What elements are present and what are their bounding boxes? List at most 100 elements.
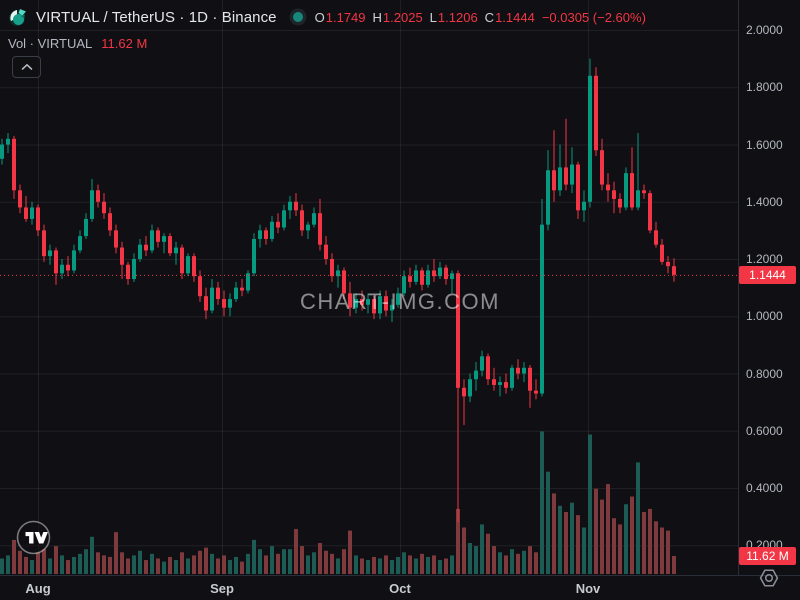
candle-body [312,213,316,225]
candle-body [654,230,658,245]
price-tick-label: 0.8000 [746,366,783,381]
candle-body [108,213,112,231]
candle-body [510,367,514,388]
volume-bar [18,550,22,574]
volume-bar [618,524,622,574]
high-value: 1.2025 [382,9,423,25]
candle-body [498,382,502,385]
candle-body [198,276,202,297]
volume-bar [402,552,406,574]
candle-body [330,259,334,277]
volume-bar [162,561,166,574]
candle-body [438,267,442,277]
candle-body [474,370,478,380]
volume-bar [462,527,466,574]
volume-bar [504,555,508,574]
candle-body [90,190,94,219]
volume-bar [396,556,400,574]
volume-bar [6,555,10,574]
candle-body [318,213,322,245]
volume-bar [42,549,46,574]
volume-bar [342,549,346,574]
candle-body [54,250,58,274]
candle-wick [463,379,465,426]
volume-bar [288,549,292,574]
volume-bar [570,502,574,574]
volume-bar [240,561,244,574]
volume-bar [390,560,394,574]
volume-bar [48,558,52,574]
candle-body [228,299,232,308]
volume-bar [210,553,214,574]
volume-bar [474,546,478,574]
candle-body [516,367,520,374]
legend-collapse-button[interactable] [12,56,41,78]
volume-bar [216,558,220,574]
volume-bar [150,553,154,574]
candle-body [636,190,640,208]
candle-body [24,207,28,219]
price-tick-label: 1.2000 [746,252,783,266]
candle-body [624,173,628,208]
watermark: CHART-IMG.COM [300,289,500,314]
candle-body [252,238,256,274]
candle-body [396,293,400,305]
volume-bar [540,431,544,574]
volume-bar [546,471,550,574]
volume-bar [330,553,334,574]
high-label: H [372,9,382,25]
settings-button[interactable] [756,565,782,596]
volume-bar [318,543,322,574]
volume-bar [114,532,118,574]
tradingview-logo-icon [16,520,51,555]
chart-legend-header: VIRTUAL / TetherUS · 1D · Binance O 1.174… [8,7,646,27]
price-axis[interactable]: 2.0000 1.8000 1.6000 1.4000 1.2000 1.0000 0.80… [738,0,800,575]
candle-body [6,138,10,145]
tradingview-logo[interactable] [15,519,52,561]
volume-bar [108,556,112,574]
candle-body [588,75,592,202]
candle-body [390,304,394,311]
candle-body [288,201,292,211]
volume-bar [228,560,232,574]
volume-bar [456,508,460,574]
volume-bar [54,546,58,574]
candle-body [132,259,136,280]
volume-bar [492,546,496,574]
candle-body [522,367,526,374]
virtual-symbol-logo-icon [9,9,26,26]
open-value: 1.1749 [325,9,366,25]
candle-wick [163,233,165,254]
volume-bar [666,530,670,574]
volume-bar [348,530,352,574]
candle-body [546,170,550,225]
candle-body [504,382,508,388]
volume-bar [624,504,628,574]
candle-body [192,256,196,277]
candle-wick [565,118,567,191]
candle-wick [499,376,501,397]
time-axis-label: Oct [389,581,411,596]
candle-body [660,244,664,262]
volume-bar [630,496,634,574]
time-axis[interactable]: Aug Sep Oct Nov [0,575,800,600]
candle-body [186,256,190,274]
candle-body [204,296,208,311]
candle-body [444,267,448,280]
price-tick-label: 2.0000 [746,23,783,37]
low-label: L [429,9,437,25]
volume-bar [96,552,100,574]
volume-bar [384,555,388,574]
candle-body [276,221,280,228]
candle-body [480,356,484,371]
candle-wick [451,270,453,294]
volume-bar [360,558,364,574]
candle-body [492,379,496,385]
candle-body [600,150,604,185]
candle-body [234,287,238,300]
candle-body [672,266,676,275]
candle-body [282,210,286,228]
volume-bar [78,553,82,574]
volume-bar [528,546,532,574]
